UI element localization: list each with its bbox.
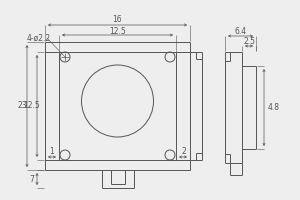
- Text: 16: 16: [113, 16, 122, 24]
- Text: 4.8: 4.8: [268, 103, 280, 112]
- Text: 12.5: 12.5: [24, 102, 40, 110]
- Text: 1: 1: [50, 148, 54, 156]
- Text: 2: 2: [182, 148, 186, 156]
- Text: 4-ø2.2: 4-ø2.2: [27, 33, 51, 43]
- Text: 2.5: 2.5: [243, 38, 255, 46]
- Text: 6.4: 6.4: [234, 27, 247, 36]
- Text: 12.5: 12.5: [109, 26, 126, 36]
- Text: 23: 23: [17, 102, 27, 110]
- Text: 7: 7: [30, 174, 34, 184]
